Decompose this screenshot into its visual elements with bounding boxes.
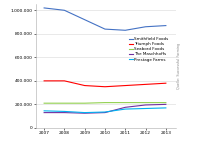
Seabord Foods	[124, 102, 126, 103]
Triumph Foods	[104, 86, 106, 88]
Legend: Smithfield Foods, Triumph Foods, Seabord Foods, The Maschhoffs, Prestage Farms: Smithfield Foods, Triumph Foods, Seabord…	[129, 37, 168, 62]
Line: Smithfield Foods: Smithfield Foods	[44, 8, 166, 30]
Triumph Foods	[63, 80, 66, 82]
Y-axis label: Quelle: Successful Farming: Quelle: Successful Farming	[177, 43, 181, 89]
The Maschhoffs	[63, 112, 66, 113]
Triumph Foods	[144, 83, 147, 85]
The Maschhoffs	[104, 112, 106, 113]
Prestage Farms	[63, 111, 66, 112]
Seabord Foods	[63, 102, 66, 104]
Line: The Maschhoffs: The Maschhoffs	[44, 104, 166, 113]
Smithfield Foods	[124, 29, 126, 31]
Seabord Foods	[144, 102, 147, 103]
Smithfield Foods	[43, 7, 45, 9]
The Maschhoffs	[124, 106, 126, 108]
Triumph Foods	[165, 82, 167, 84]
Seabord Foods	[43, 102, 45, 104]
Prestage Farms	[144, 108, 147, 109]
Prestage Farms	[83, 112, 86, 113]
Seabord Foods	[104, 102, 106, 103]
Seabord Foods	[83, 102, 86, 104]
Line: Prestage Farms: Prestage Farms	[44, 108, 166, 113]
Prestage Farms	[124, 108, 126, 110]
Seabord Foods	[165, 102, 167, 103]
The Maschhoffs	[43, 112, 45, 113]
Prestage Farms	[43, 110, 45, 112]
The Maschhoffs	[165, 103, 167, 105]
Triumph Foods	[43, 80, 45, 82]
Smithfield Foods	[144, 26, 147, 28]
Prestage Farms	[165, 107, 167, 109]
Smithfield Foods	[165, 25, 167, 26]
Triumph Foods	[83, 85, 86, 86]
The Maschhoffs	[144, 104, 147, 106]
Smithfield Foods	[63, 9, 66, 11]
Prestage Farms	[104, 111, 106, 113]
Smithfield Foods	[104, 28, 106, 30]
Line: Triumph Foods: Triumph Foods	[44, 81, 166, 87]
Smithfield Foods	[83, 19, 86, 21]
Triumph Foods	[124, 85, 126, 86]
The Maschhoffs	[83, 112, 86, 114]
